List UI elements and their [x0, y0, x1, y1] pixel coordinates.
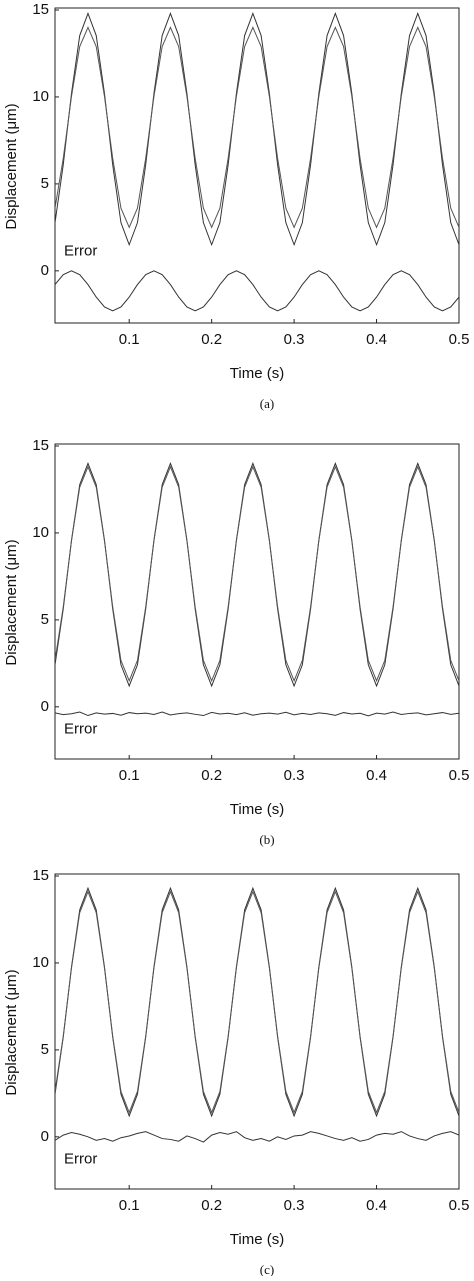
series-line: [55, 711, 459, 717]
x-tick-label: 0.5: [449, 331, 470, 348]
series-line: [55, 270, 459, 312]
y-tick-label: 5: [41, 175, 49, 192]
series-line: [55, 886, 459, 1118]
x-tick-label: 0.4: [366, 331, 387, 348]
y-tick-label: 10: [32, 524, 49, 541]
caption: (a): [260, 396, 274, 411]
y-tick-label: 0: [41, 698, 49, 715]
plot-frame: [54, 7, 460, 324]
y-tick-label: 0: [41, 1128, 49, 1145]
x-tick-label: 0.1: [119, 767, 140, 784]
x-axis-label: Time (s): [230, 801, 284, 818]
series-line: [55, 465, 459, 683]
caption: (c): [260, 1262, 274, 1276]
y-tick-label: 5: [41, 1041, 49, 1058]
caption: (b): [259, 832, 274, 847]
x-tick-label: 0.3: [284, 767, 305, 784]
series-line: [55, 890, 459, 1114]
x-tick-label: 0.2: [201, 1197, 222, 1214]
y-tick-label: 10: [32, 88, 49, 105]
y-axis-label: Displacement (μm): [3, 969, 20, 1095]
y-tick-label: 15: [32, 437, 49, 454]
annotation: Error: [64, 720, 97, 737]
annotation: Error: [64, 1150, 97, 1167]
x-tick-label: 0.3: [284, 331, 305, 348]
x-tick-label: 0.3: [284, 1197, 305, 1214]
y-tick-label: 15: [32, 867, 49, 884]
x-tick-label: 0.5: [449, 767, 470, 784]
x-tick-label: 0.2: [201, 331, 222, 348]
x-axis-label: Time (s): [230, 365, 284, 382]
x-tick-label: 0.4: [366, 1197, 387, 1214]
series-line: [55, 1131, 459, 1143]
x-tick-label: 0.5: [449, 1197, 470, 1214]
y-tick-label: 15: [32, 1, 49, 18]
y-axis-label: Displacement (μm): [3, 539, 20, 665]
y-tick-label: 5: [41, 611, 49, 628]
x-axis-label: Time (s): [230, 1231, 284, 1248]
annotation: Error: [64, 243, 97, 260]
x-tick-label: 0.2: [201, 767, 222, 784]
y-axis-label: Displacement (μm): [3, 103, 20, 229]
x-tick-label: 0.1: [119, 331, 140, 348]
plot-frame: [54, 443, 460, 760]
series-line: [55, 26, 459, 229]
series-line: [55, 12, 459, 247]
y-tick-label: 0: [41, 262, 49, 279]
series-line: [55, 462, 459, 688]
x-tick-label: 0.1: [119, 1197, 140, 1214]
plot-frame: [54, 873, 460, 1190]
y-tick-label: 10: [32, 954, 49, 971]
x-tick-label: 0.4: [366, 767, 387, 784]
